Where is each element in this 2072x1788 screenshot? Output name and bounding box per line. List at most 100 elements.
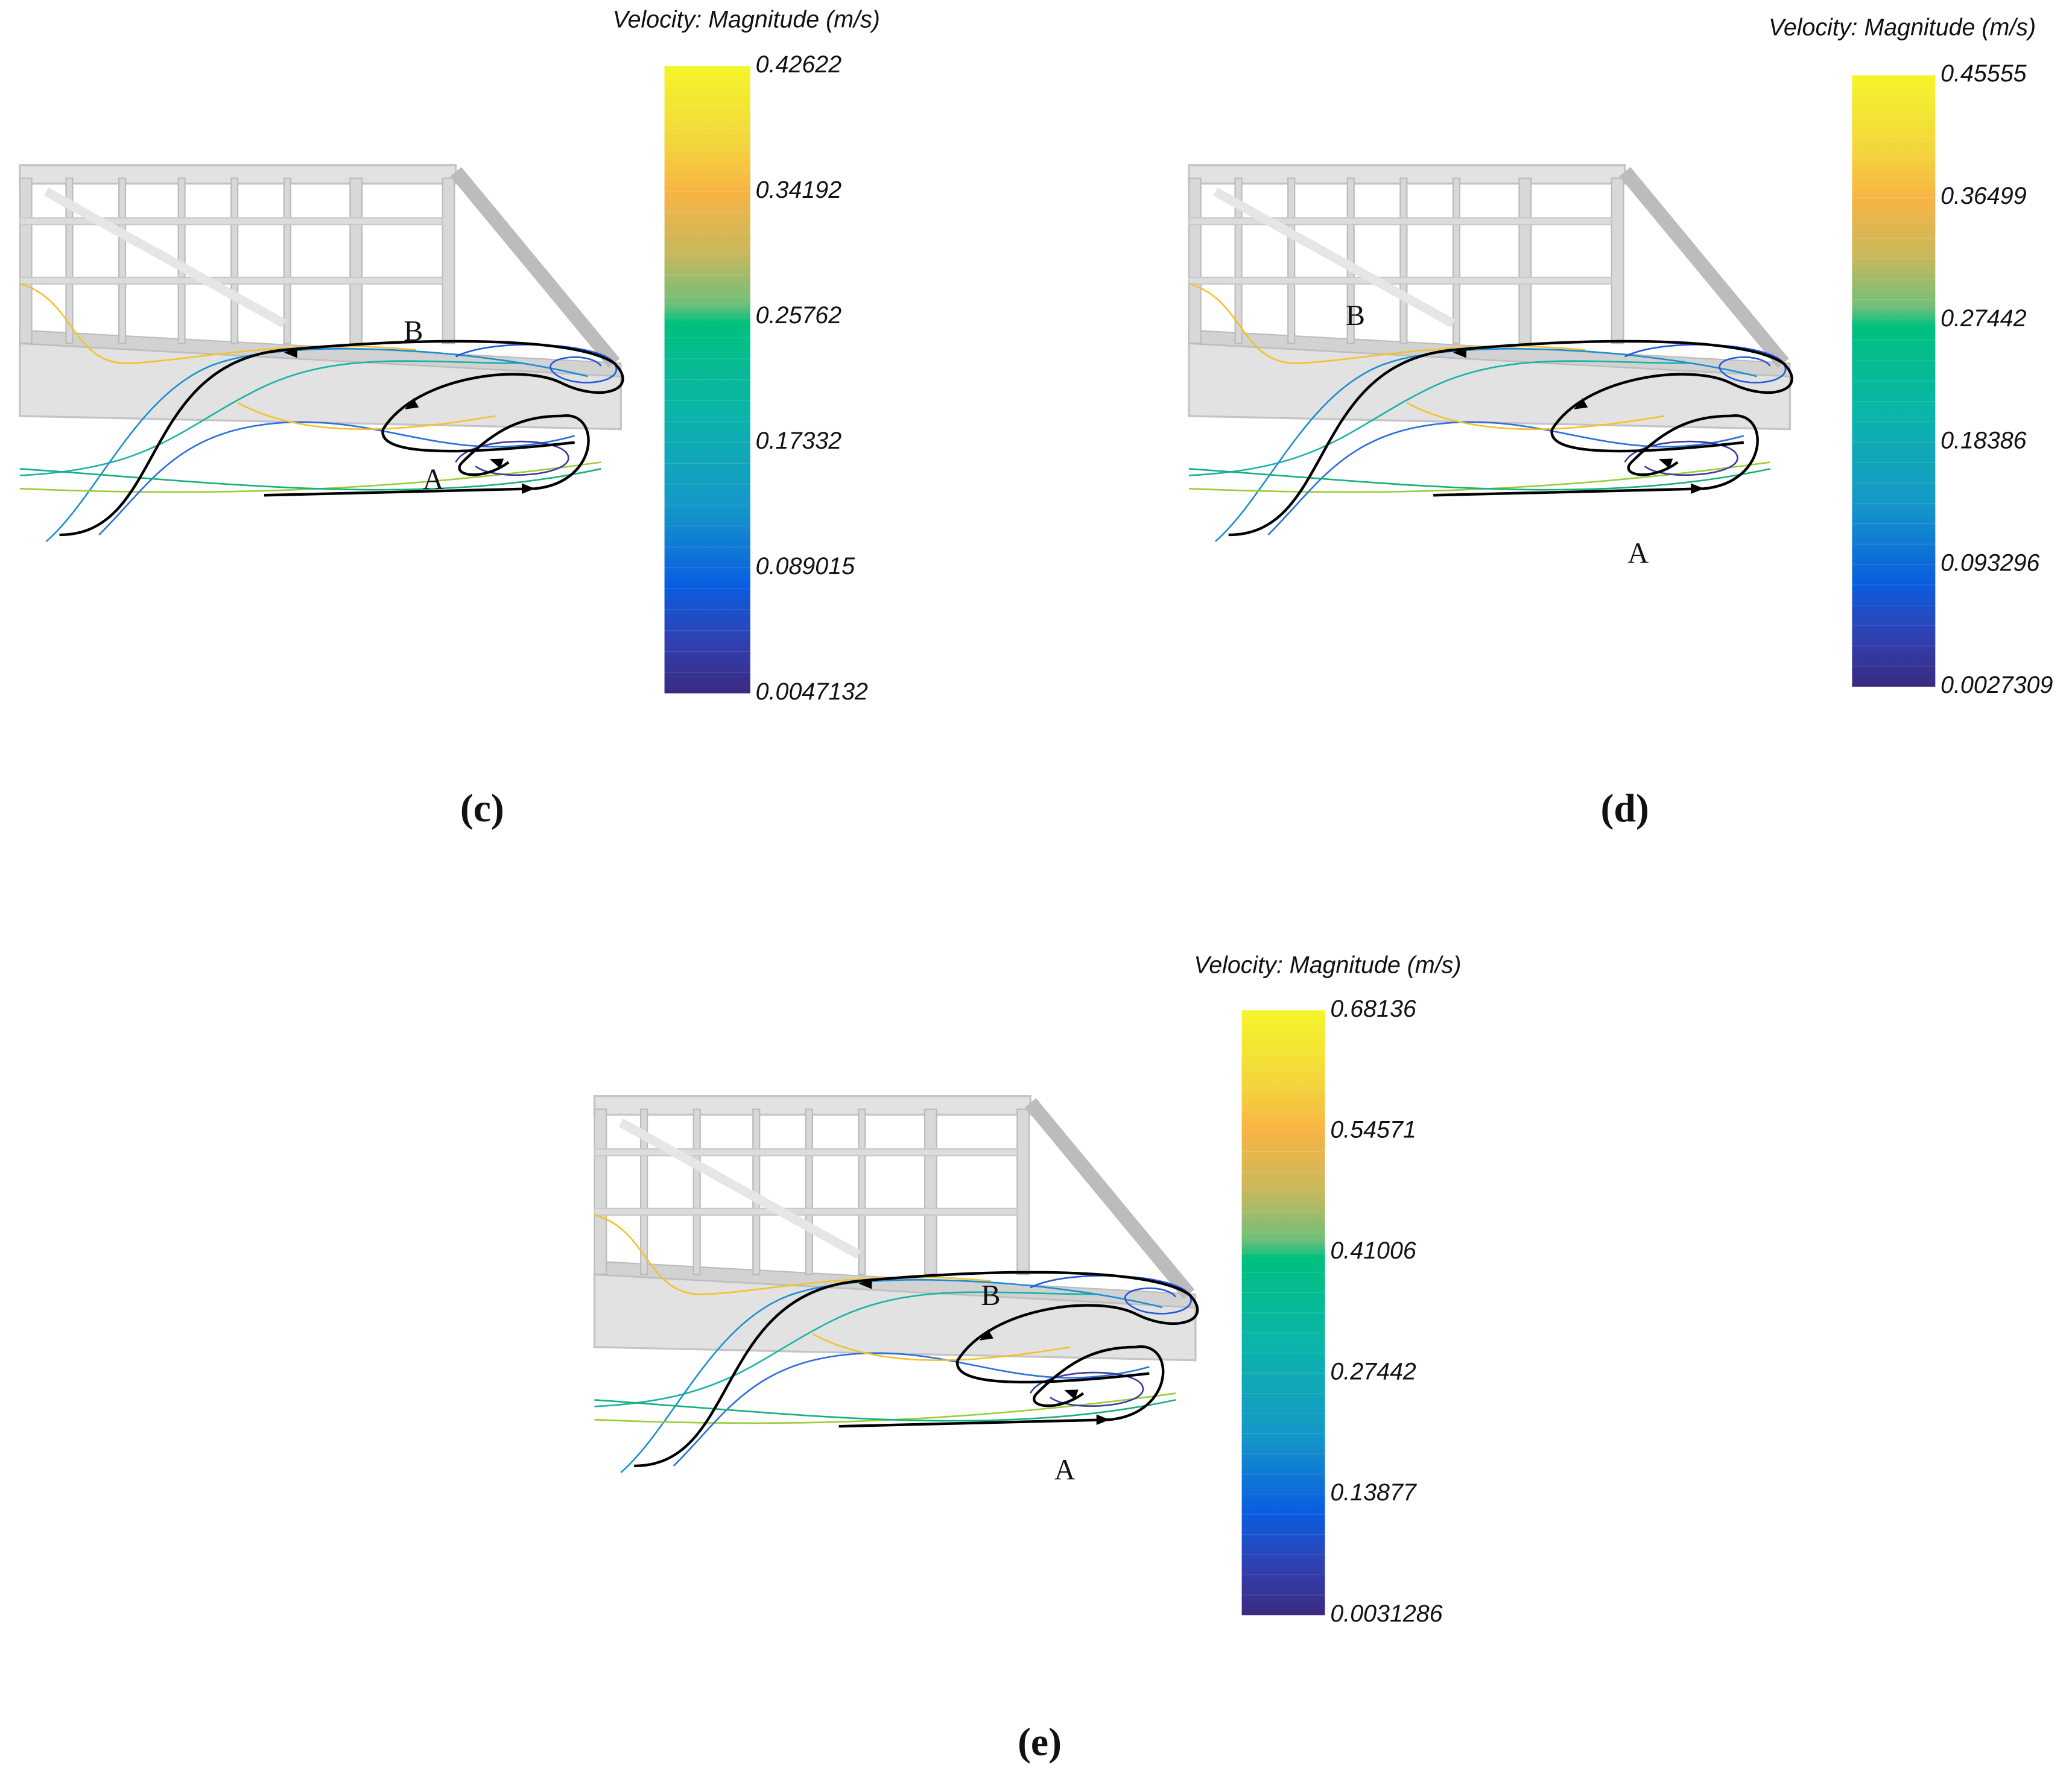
vortex-a [1624, 440, 1738, 476]
flow-arrow [489, 458, 504, 469]
streamline [1188, 468, 1770, 491]
post [19, 177, 33, 344]
colorbar-tick-label: 0.0047132 [756, 678, 868, 705]
flow-arrow [1453, 347, 1466, 358]
streamline [594, 1291, 1097, 1407]
point-label: B [404, 315, 423, 347]
structure-view [593, 1095, 1199, 1473]
point-label: A [1627, 537, 1649, 569]
colorbar [1241, 1010, 1325, 1616]
post [283, 177, 291, 344]
flow-arrow [1691, 483, 1705, 494]
post [594, 1108, 607, 1275]
rail [1188, 276, 1612, 285]
colorbar-title: Velocity: Magnitude (m/s) [613, 6, 880, 33]
colorbar-tick-label: 0.27442 [1330, 1359, 1416, 1385]
structure-view [19, 164, 624, 542]
post [858, 1108, 866, 1275]
post [1287, 177, 1296, 344]
panel: A B Velocity: Magnitude (m/s) 0.45555 0.3649… [1188, 14, 2053, 830]
rail [19, 217, 443, 226]
streamline [1406, 402, 1665, 431]
post [1611, 177, 1624, 344]
streamline [620, 1279, 1163, 1473]
streamline [237, 402, 496, 431]
colorbar-tick-label: 0.54571 [1330, 1116, 1416, 1143]
vortex-a [1030, 1371, 1144, 1407]
post [1016, 1108, 1030, 1275]
flow-path-b [1228, 340, 1793, 537]
post [230, 177, 239, 344]
colorbar-tick-label: 0.089015 [756, 553, 855, 580]
streamline [45, 348, 588, 542]
point-label: B [981, 1280, 1000, 1312]
post [692, 1108, 701, 1275]
panel: A B Velocity: Magnitude (m/s) 0.42622 0.3419… [19, 6, 880, 830]
streamline [812, 1333, 1071, 1362]
figure-root: A B Velocity: Magnitude (m/s) 0.42622 0.3419… [19, 6, 2053, 1764]
flow-arrow [1064, 1389, 1079, 1400]
colorbar-title: Velocity: Magnitude (m/s) [1194, 952, 1461, 978]
post [1518, 177, 1532, 344]
streamline [594, 1399, 1176, 1422]
inner-brace [1213, 187, 1456, 328]
colorbar-tick-label: 0.45555 [1941, 60, 2027, 87]
panel: A B Velocity: Magnitude (m/s) 0.68136 0.5457… [593, 952, 1462, 1764]
colorbar-tick-label: 0.13877 [1330, 1479, 1418, 1506]
panel-label: (d) [1601, 786, 1649, 830]
post [805, 1108, 813, 1275]
rail [19, 276, 443, 285]
post [640, 1108, 648, 1275]
colorbar-tick-label: 0.17332 [756, 428, 842, 454]
rail [1188, 217, 1612, 226]
point-label: A [1054, 1454, 1076, 1486]
flow-path-b [634, 1271, 1199, 1468]
flow-arrow [522, 483, 535, 494]
flow-path-a [838, 1345, 1165, 1428]
colorbar-tick-label: 0.34192 [756, 177, 842, 203]
streamline [19, 360, 522, 476]
post [1399, 177, 1408, 344]
post [442, 177, 455, 344]
colorbar-tick-label: 0.42622 [756, 51, 842, 78]
structure-view [1188, 164, 1793, 542]
point-label: B [1346, 300, 1365, 332]
panel-label: (e) [1018, 1720, 1062, 1764]
post [1452, 177, 1461, 344]
flow-arrow [1658, 458, 1673, 469]
post [349, 177, 363, 344]
colorbar-tick-label: 0.093296 [1941, 549, 2039, 576]
point-label: A [423, 463, 444, 495]
flow-path-a [264, 414, 590, 497]
colorbar-tick-label: 0.41006 [1330, 1237, 1416, 1264]
colorbar [1852, 75, 1936, 687]
post [1188, 177, 1202, 344]
streamline [19, 468, 601, 491]
post [65, 177, 74, 344]
diagonal-brace [1619, 167, 1789, 368]
post [118, 177, 127, 344]
post [924, 1108, 937, 1275]
flow-path-a [1433, 414, 1759, 497]
flow-arrow [1574, 398, 1588, 409]
colorbar-tick-label: 0.0027309 [1941, 672, 2053, 698]
flow-arrow [284, 347, 297, 358]
colorbar-tick-label: 0.27442 [1941, 305, 2027, 332]
streamline [1188, 360, 1691, 476]
flow-arrow [858, 1278, 872, 1289]
colorbar-tick-label: 0.36499 [1941, 183, 2027, 209]
inner-brace [618, 1118, 861, 1259]
colorbar-tick-label: 0.0031286 [1330, 1600, 1442, 1627]
flow-arrow [404, 398, 419, 409]
diagonal-brace [450, 167, 620, 368]
colorbar-tick-label: 0.18386 [1941, 428, 2027, 454]
colorbar [664, 66, 750, 693]
flow-path-b [59, 340, 624, 537]
colorbar-tick-label: 0.68136 [1330, 996, 1416, 1022]
diagonal-brace [1024, 1098, 1195, 1299]
panel-label: (c) [460, 786, 504, 830]
post [1234, 177, 1243, 344]
flow-arrow [979, 1329, 993, 1341]
